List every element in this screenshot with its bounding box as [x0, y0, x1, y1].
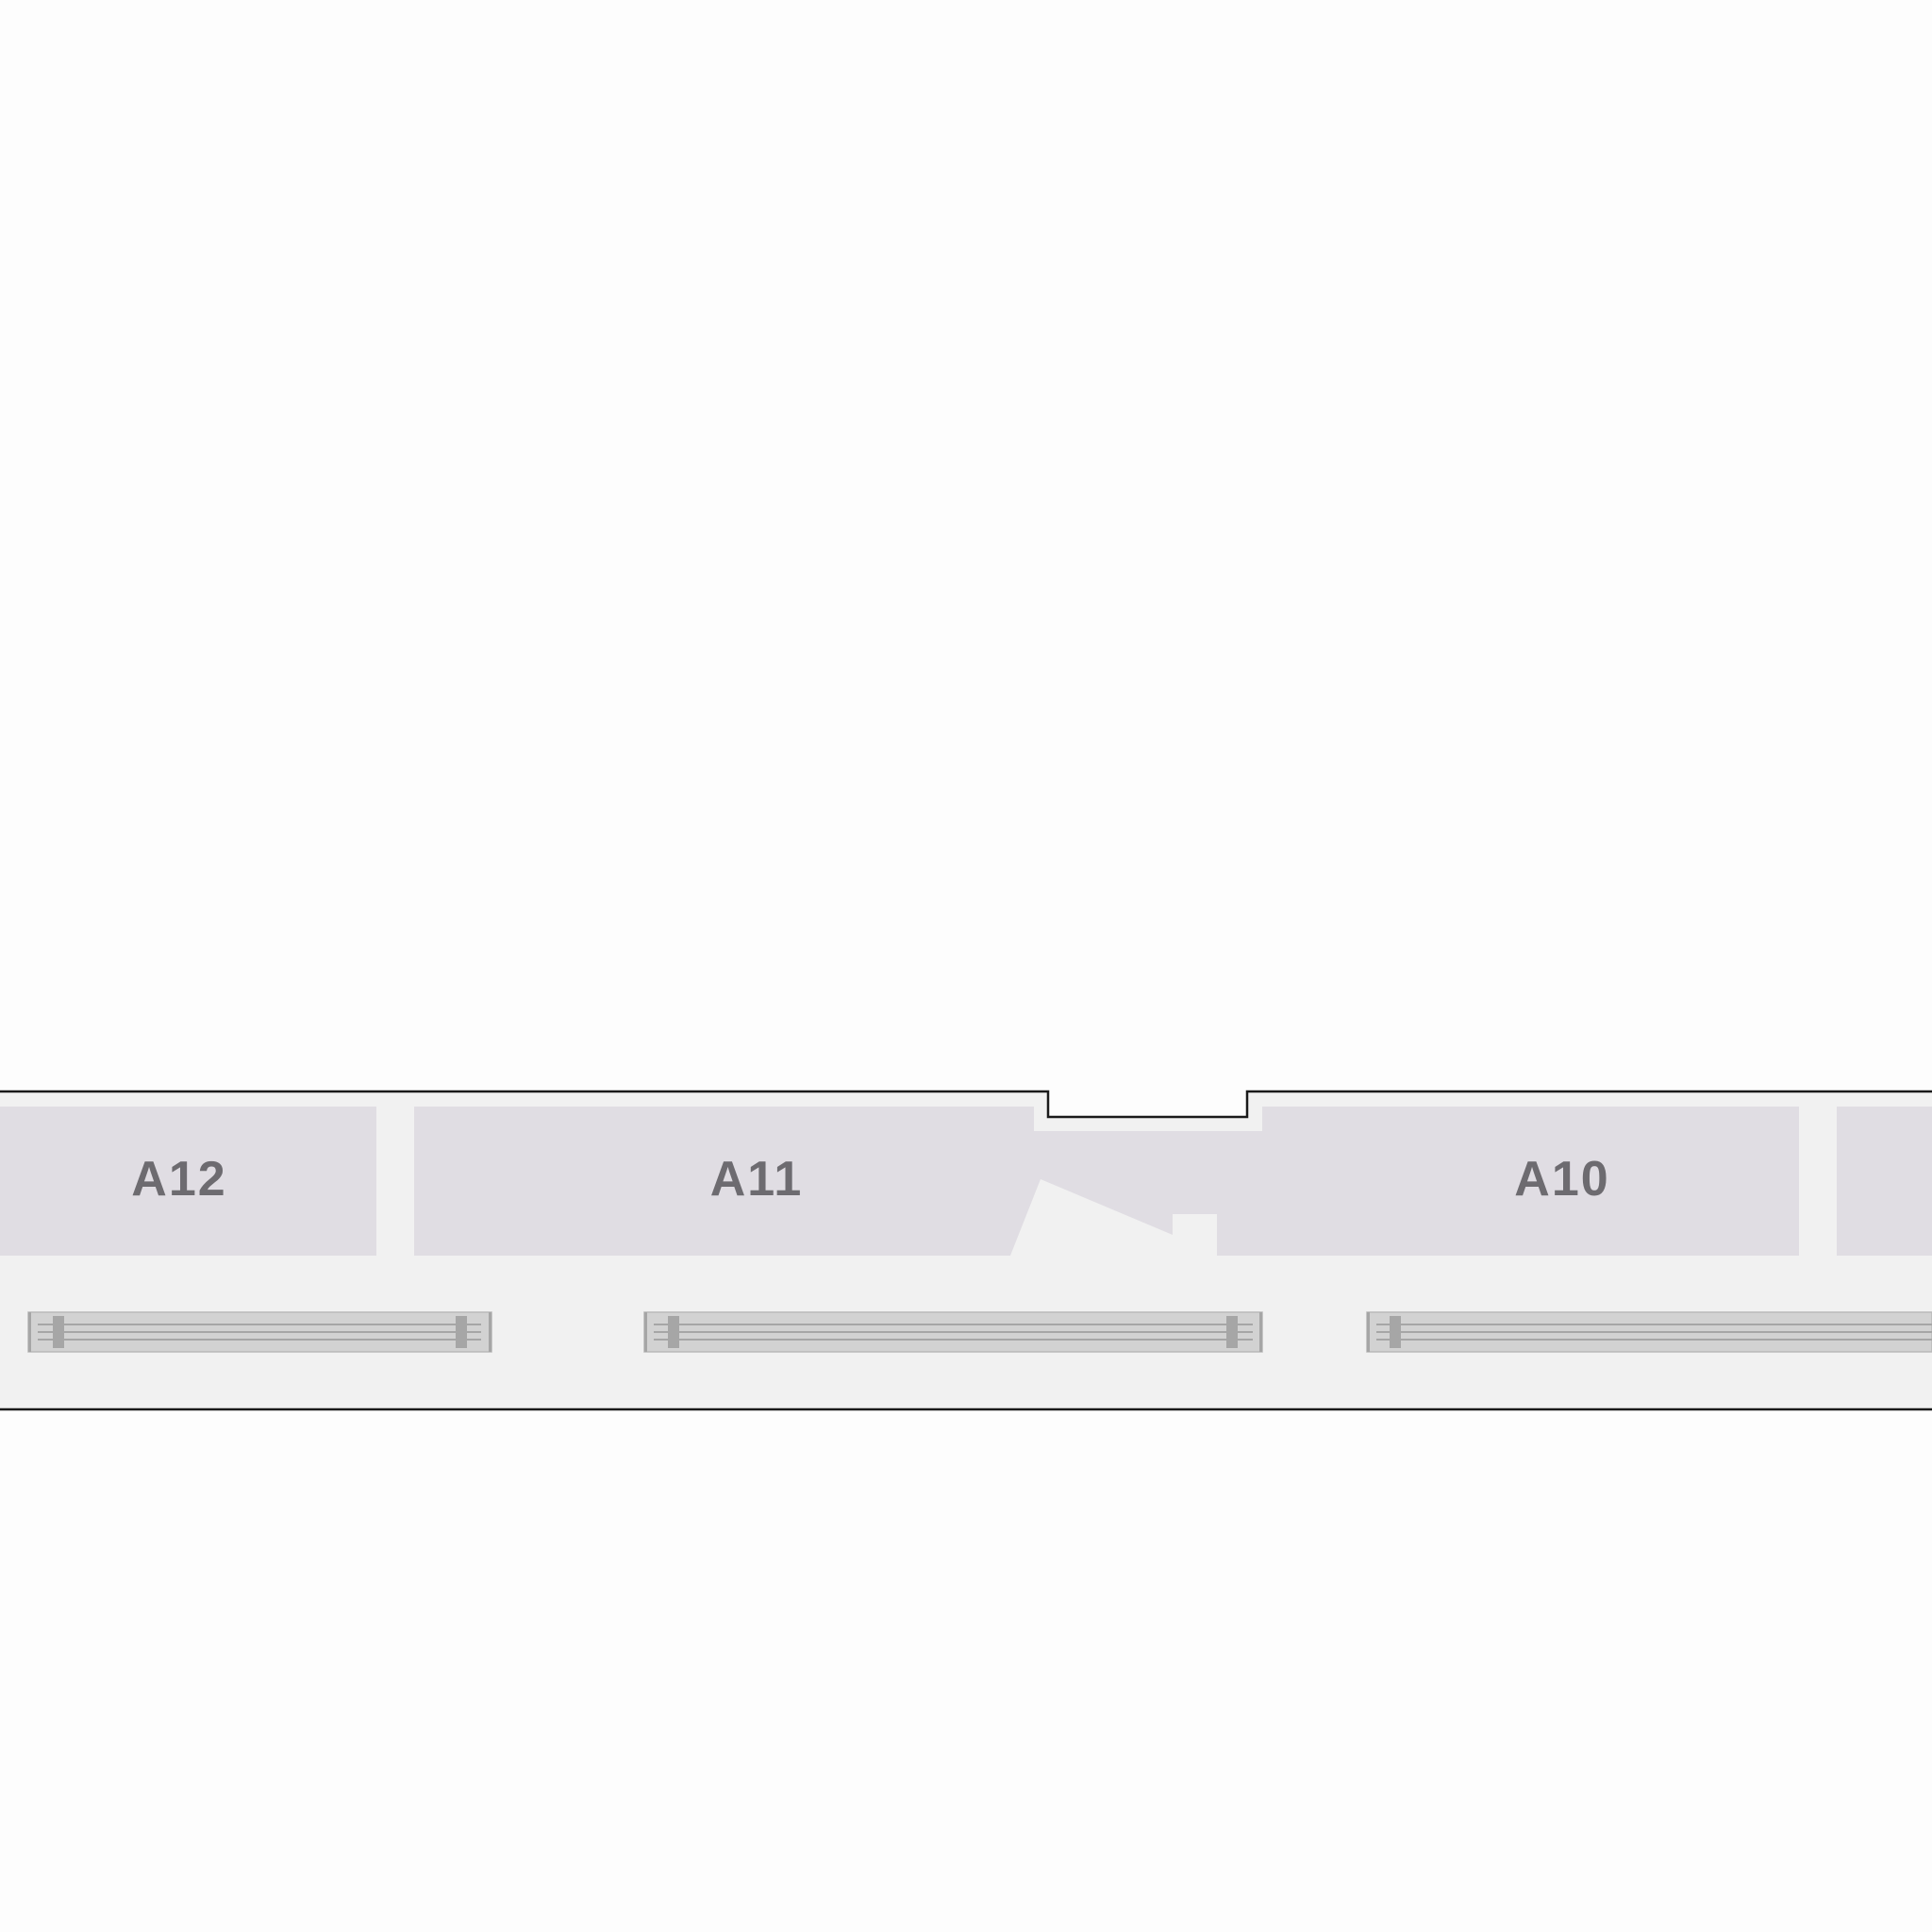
moving-walkway-1 — [27, 1311, 492, 1353]
moving-walkway-2 — [643, 1311, 1263, 1353]
gate-label-a11: A11 — [710, 1152, 804, 1207]
moving-walkways — [27, 1311, 1932, 1353]
gate-room-a12[interactable] — [0, 1107, 376, 1256]
gate-label-a10: A10 — [1514, 1152, 1609, 1207]
gate-labels: A12 A11 A10 — [131, 1152, 1609, 1207]
gate-rooms — [0, 1107, 1932, 1256]
terminal-wall-top — [0, 1090, 1932, 1119]
gate-label-a12: A12 — [131, 1152, 226, 1207]
gate-room-a09-partial[interactable] — [1837, 1107, 1932, 1256]
gate-room-a10[interactable] — [1262, 1107, 1799, 1256]
moving-walkway-3 — [1366, 1311, 1932, 1353]
gate-room-a11[interactable] — [414, 1107, 1262, 1256]
